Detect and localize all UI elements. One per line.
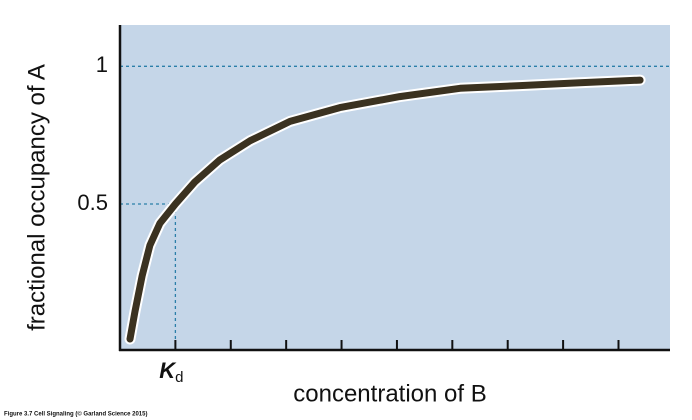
kd-label: Kd bbox=[159, 358, 183, 386]
y-tick-label: 1 bbox=[96, 52, 108, 77]
y-tick-label: 0.5 bbox=[77, 190, 108, 215]
y-axis-label: fractional occupancy of A bbox=[23, 64, 50, 331]
plot-background bbox=[120, 25, 670, 350]
kd-sub: d bbox=[175, 369, 183, 386]
kd-main: K bbox=[159, 358, 177, 383]
source-note: Figure 3.7 Cell Signaling (© Garland Sci… bbox=[4, 411, 147, 418]
x-axis-label: concentration of B bbox=[293, 380, 486, 407]
curve bbox=[126, 76, 644, 343]
